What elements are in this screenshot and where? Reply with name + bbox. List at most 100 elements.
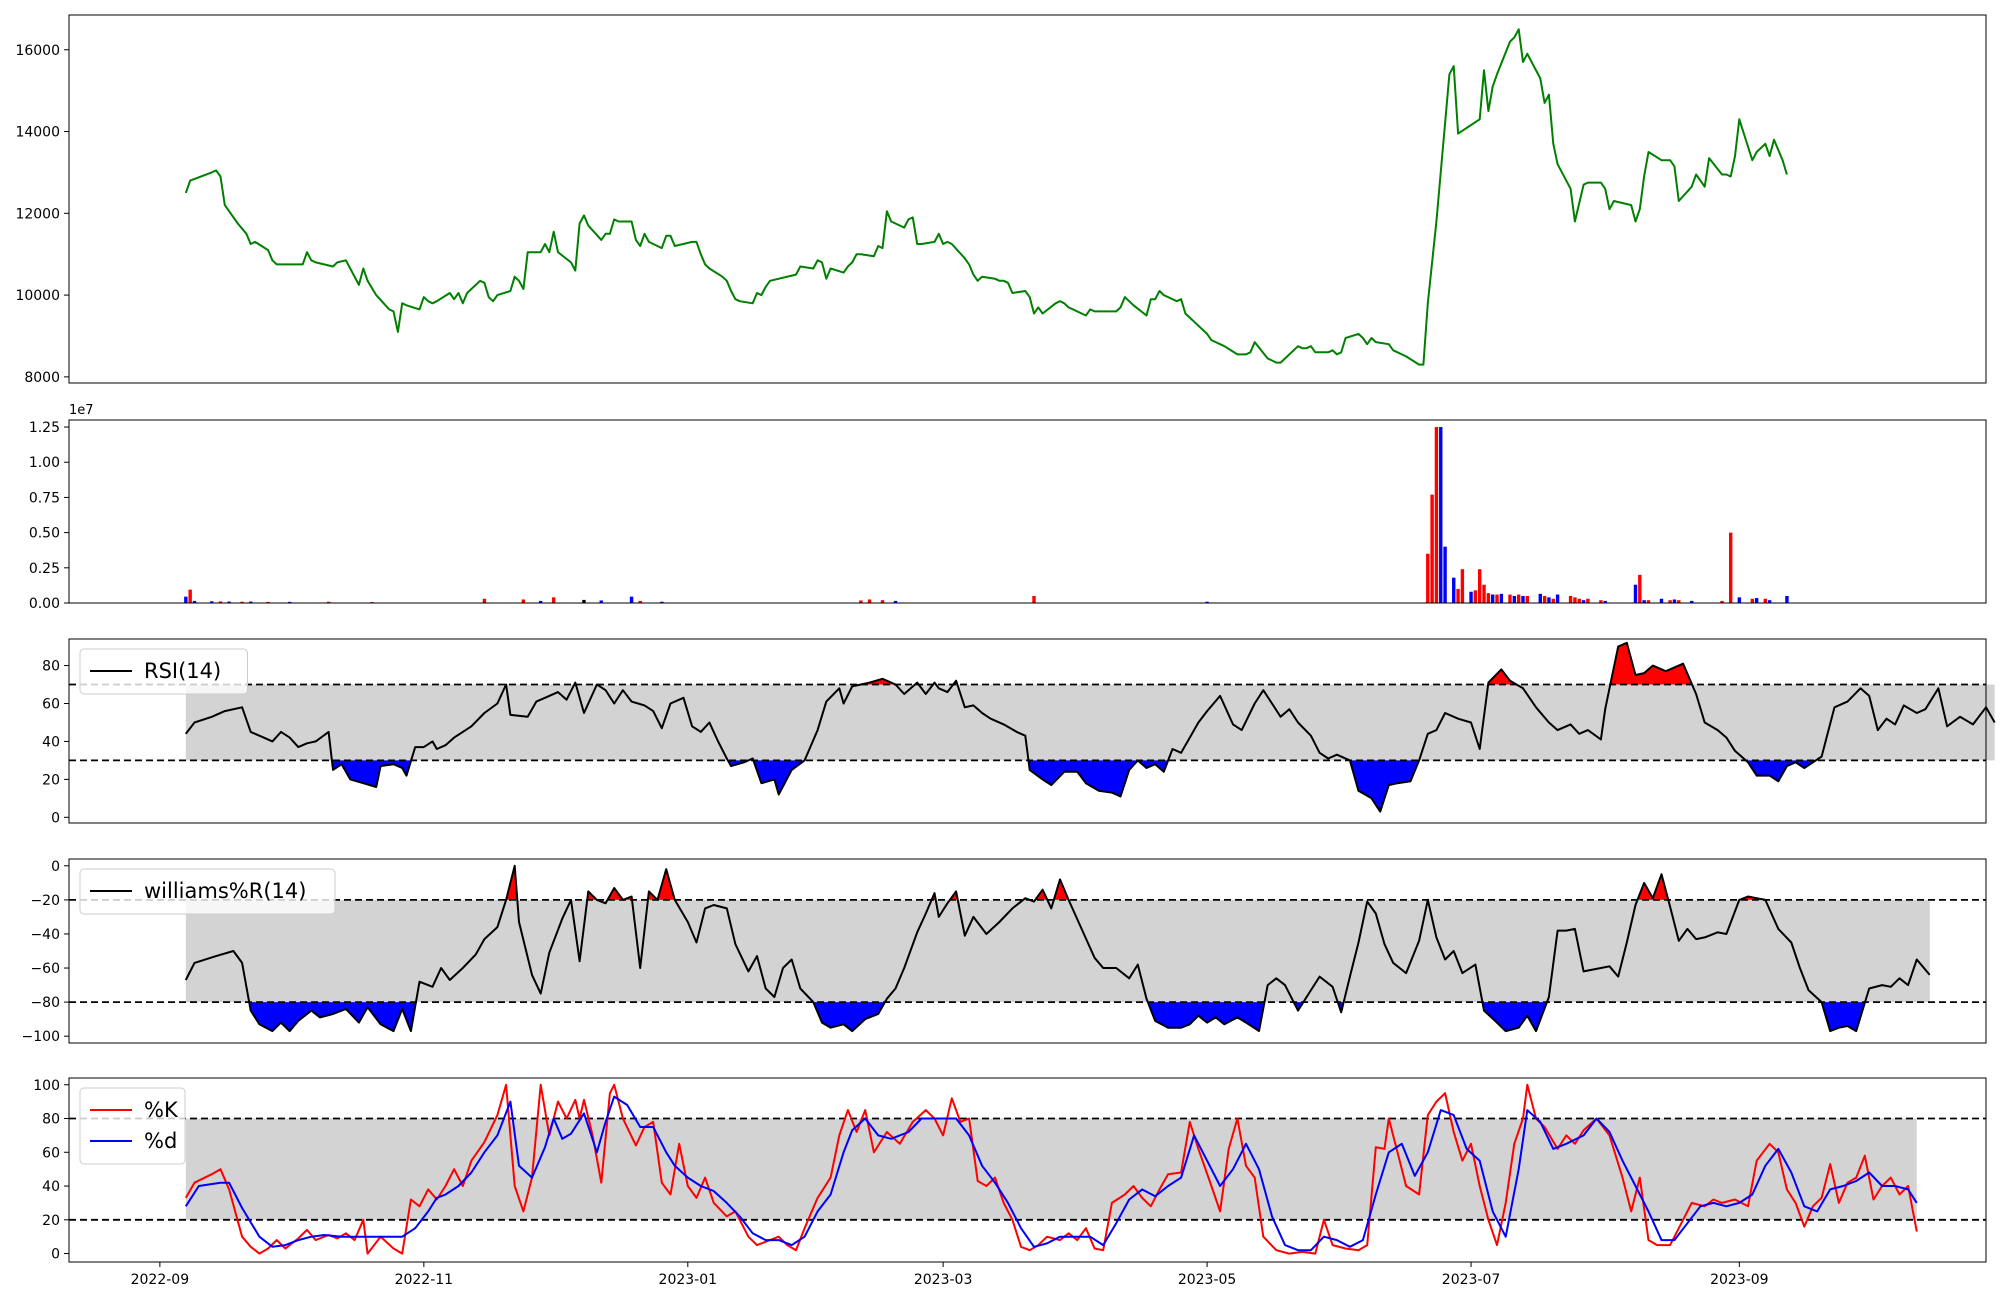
rsi-panel: 0 20 40 60 80 RSI(14) [42,638,1996,826]
y-tick-label: 0 [51,1247,60,1263]
oversold-fill [331,760,412,787]
neutral-band [185,899,1930,1003]
volume-bar [1032,595,1036,603]
volume-bar [1460,569,1465,603]
legend-label: RSI(14) [144,659,221,683]
x-tick-label: 2022-09 [131,1272,190,1288]
volume-bar [1763,598,1768,603]
volume-bar [1490,594,1495,603]
volume-bar [266,601,270,603]
volume-bar [867,599,872,603]
volume-bar [1638,574,1642,603]
legend: %K %d [79,1087,186,1165]
volume-bar [1767,600,1772,603]
y-tick-label: 60 [42,1145,60,1161]
volume-bar [1473,590,1478,603]
volume-bar [638,600,642,603]
volume-bar [1469,591,1473,603]
x-tick-label: 2022-11 [395,1272,454,1288]
y-tick-label: 40 [42,1179,60,1195]
volume-bar [538,600,543,603]
volume-bar [1542,595,1547,603]
volume-bar [1599,600,1603,603]
y-tick-label: 20 [42,772,60,788]
volume-bar [1443,546,1447,603]
y-tick-label: 0.00 [29,596,60,612]
volume-bar [1430,494,1434,603]
x-tick-label: 2023-03 [914,1272,973,1288]
y-tick-label: 0.25 [29,561,60,577]
volume-bar [482,598,487,603]
volume-bar [1555,594,1560,603]
-d-series-line [184,1095,1918,1252]
volume-bar [1547,597,1551,603]
y-tick-label: 0 [51,810,60,826]
volume-bar [1439,427,1443,603]
volume-bar [1538,593,1542,603]
oversold-fill [1147,1002,1265,1032]
neutral-band [185,1118,1917,1220]
y-tick-label: 0.75 [29,490,60,506]
x-tick-label: 2023-09 [1710,1272,1769,1288]
volume-bar [1581,600,1586,603]
volume-bar [1646,600,1651,603]
volume-bar [1486,593,1491,603]
oversold-fill [249,1002,416,1032]
legend: williams%R(14) [79,868,336,915]
volume-bar [1677,600,1681,603]
oversold-fill [1745,760,1816,782]
oscillator-plot-area [68,638,1987,824]
volume-bar [880,600,885,603]
volume-bar [660,601,664,603]
volume-bar [227,601,231,603]
volume-bar [1512,595,1517,603]
x-tick-label: 2023-07 [1442,1272,1501,1288]
volume-bar [287,601,292,603]
axis-exponent-label: 1e7 [69,403,94,418]
oversold-fill [1821,1002,1865,1032]
y-tick-label: 14000 [15,125,60,141]
volume-bar [1720,600,1724,603]
volume-bar [551,597,556,603]
volume-bar [1434,427,1439,603]
volume-bar [1482,584,1486,603]
legend-label: williams%R(14) [144,879,306,903]
volume-bar [1499,593,1504,603]
volume-bar [1577,598,1581,603]
overbought-fill [657,869,675,900]
y-tick-label: 80 [42,659,60,675]
volume-bar [629,596,634,603]
price-plot-area [68,14,1987,384]
overbought-fill [1053,879,1069,900]
volume-bar [859,600,863,603]
x-tick-label: 2023-01 [659,1272,718,1288]
volume-bar [188,589,192,603]
overbought-fill [1610,642,1692,685]
volume-bar [1754,598,1759,603]
overbought-fill [607,888,623,900]
stochastic-panel: 0 20 40 60 80 100 %K %d [33,1077,1987,1263]
volume-bar [1642,600,1646,603]
williams-r-panel: −100 −80 −60 −40 −20 0 williams%R(14) [22,858,1987,1045]
volume-bar [1568,595,1573,603]
y-tick-label: 0 [51,859,60,875]
volume-bar [240,601,244,603]
volume-bar [192,600,197,603]
rsi-14--series-line [185,641,1996,813]
volume-bar [1495,594,1499,603]
y-tick-label: 60 [42,696,60,712]
volume-bar [1672,599,1677,603]
y-tick-label: 40 [42,734,60,750]
volume-bar [1785,595,1789,603]
volume-bar [1205,601,1209,603]
volume-bar [249,601,253,603]
oscillator-plot-area [68,858,1987,1044]
volume-bar [326,601,331,603]
volume-bar [1508,594,1512,603]
volume-bar [1456,588,1460,603]
y-tick-label: 1.25 [29,420,60,436]
legend-box [79,648,248,695]
oversold-fill [1137,760,1169,772]
volume-bar [1516,594,1521,603]
